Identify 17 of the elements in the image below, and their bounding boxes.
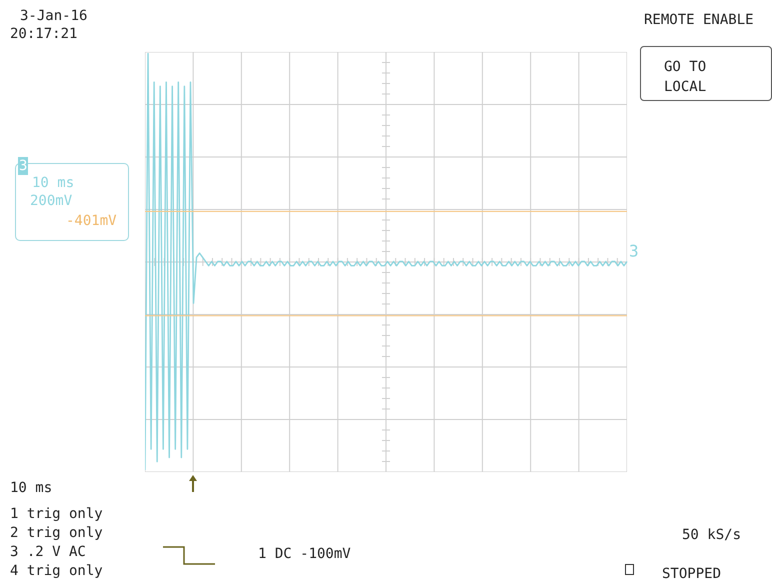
text: REMOTE ENABLE <box>644 11 754 29</box>
text: 200mV <box>30 192 72 210</box>
text: 50 kS/s <box>682 526 742 544</box>
legend-label: 3 <box>629 242 639 260</box>
text: -401mV <box>66 212 117 230</box>
text: 3 .2 V AC <box>10 543 86 561</box>
text: 2 trig only <box>10 524 103 542</box>
text: 3-Jan-16 <box>20 7 88 25</box>
text: 3 <box>18 157 28 175</box>
text: GO TO LOCAL <box>664 58 708 97</box>
text: STOPPED <box>662 565 722 583</box>
text: 10 ms <box>32 174 74 192</box>
text: 1 trig only <box>10 505 103 523</box>
text: 1 DC -100mV <box>258 545 351 563</box>
text: 10 ms <box>10 479 52 497</box>
text: 4 trig only <box>10 562 103 580</box>
text: 20:17:21 <box>10 25 78 43</box>
